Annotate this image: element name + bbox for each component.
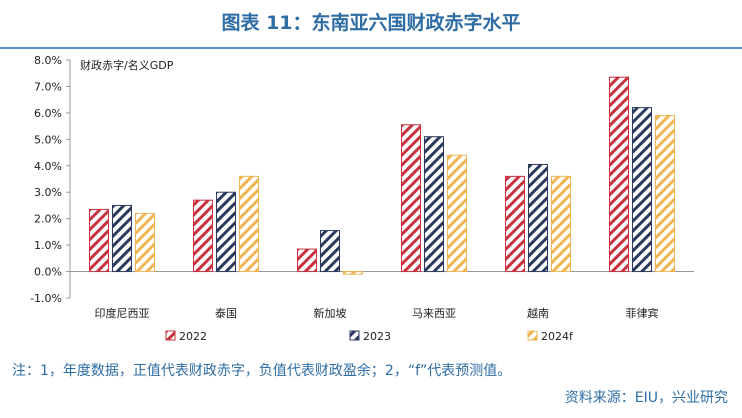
y-tick-label: 2.0% <box>34 213 62 226</box>
bar-2023 <box>528 163 548 273</box>
bar-2023 <box>216 191 236 273</box>
x-tick-label: 菲律宾 <box>626 306 659 320</box>
bar-2022 <box>609 76 629 273</box>
bar-2022 <box>89 208 109 273</box>
bar-2023 <box>112 204 132 273</box>
source-note: 资料来源：EIU，兴业研究 <box>564 390 728 406</box>
bar-2024f <box>655 115 675 273</box>
y-tick-label: 4.0% <box>34 160 62 173</box>
footnote: 注：1，年度数据，正值代表财政赤字，负值代表财政盈余；2，“f”代表预测值。 <box>12 363 512 379</box>
x-tick-label: 印度尼西亚 <box>95 306 150 320</box>
bar-2022 <box>193 199 213 273</box>
x-tick-label: 马来西亚 <box>412 307 456 320</box>
bar-2024f <box>239 175 259 273</box>
legend-swatch <box>349 330 360 341</box>
bar-2022 <box>505 175 525 273</box>
bar-2024f <box>343 271 363 275</box>
bar-2022 <box>297 248 317 273</box>
legend-swatch <box>527 330 538 341</box>
y-tick-label: 7.0% <box>34 80 62 93</box>
bar-2024f <box>135 212 155 273</box>
x-tick-label: 泰国 <box>215 306 237 320</box>
y-tick-label: -1.0% <box>30 292 62 305</box>
chart-title: 图表 11：东南亚六国财政赤字水平 <box>221 12 521 34</box>
legend-label: 2024f <box>541 330 574 343</box>
y-tick-label: 6.0% <box>34 107 62 120</box>
bar-2023 <box>632 107 652 273</box>
legend-label: 2022 <box>179 330 207 343</box>
x-tick-label: 越南 <box>527 306 549 320</box>
bar-chart: 财政赤字/名义GDP -1.0% 0.0% 1.0% 2.0% 3.0% 4.0% 5.0%… <box>30 54 694 343</box>
bar-2023 <box>320 230 340 273</box>
title-divider <box>0 47 742 49</box>
legend-label: 2023 <box>363 330 391 343</box>
plot-area: -1.0% 0.0% 1.0% 2.0% 3.0% 4.0% 5.0% 6.0% 7.0% 8.0… <box>30 54 694 343</box>
legend-swatch <box>165 330 176 341</box>
x-tick-label: 新加坡 <box>314 306 347 320</box>
y-tick-label: 5.0% <box>34 133 62 146</box>
y-tick-label: 1.0% <box>34 239 62 252</box>
y-axis-title: 财政赤字/名义GDP <box>80 58 174 72</box>
bar-2023 <box>424 136 444 273</box>
y-tick-label: 8.0% <box>34 54 62 67</box>
y-tick-label: 0.0% <box>34 266 62 279</box>
bar-2024f <box>447 154 467 273</box>
y-tick-label: 3.0% <box>34 186 62 199</box>
bar-2024f <box>551 175 571 273</box>
bar-2022 <box>401 124 421 273</box>
